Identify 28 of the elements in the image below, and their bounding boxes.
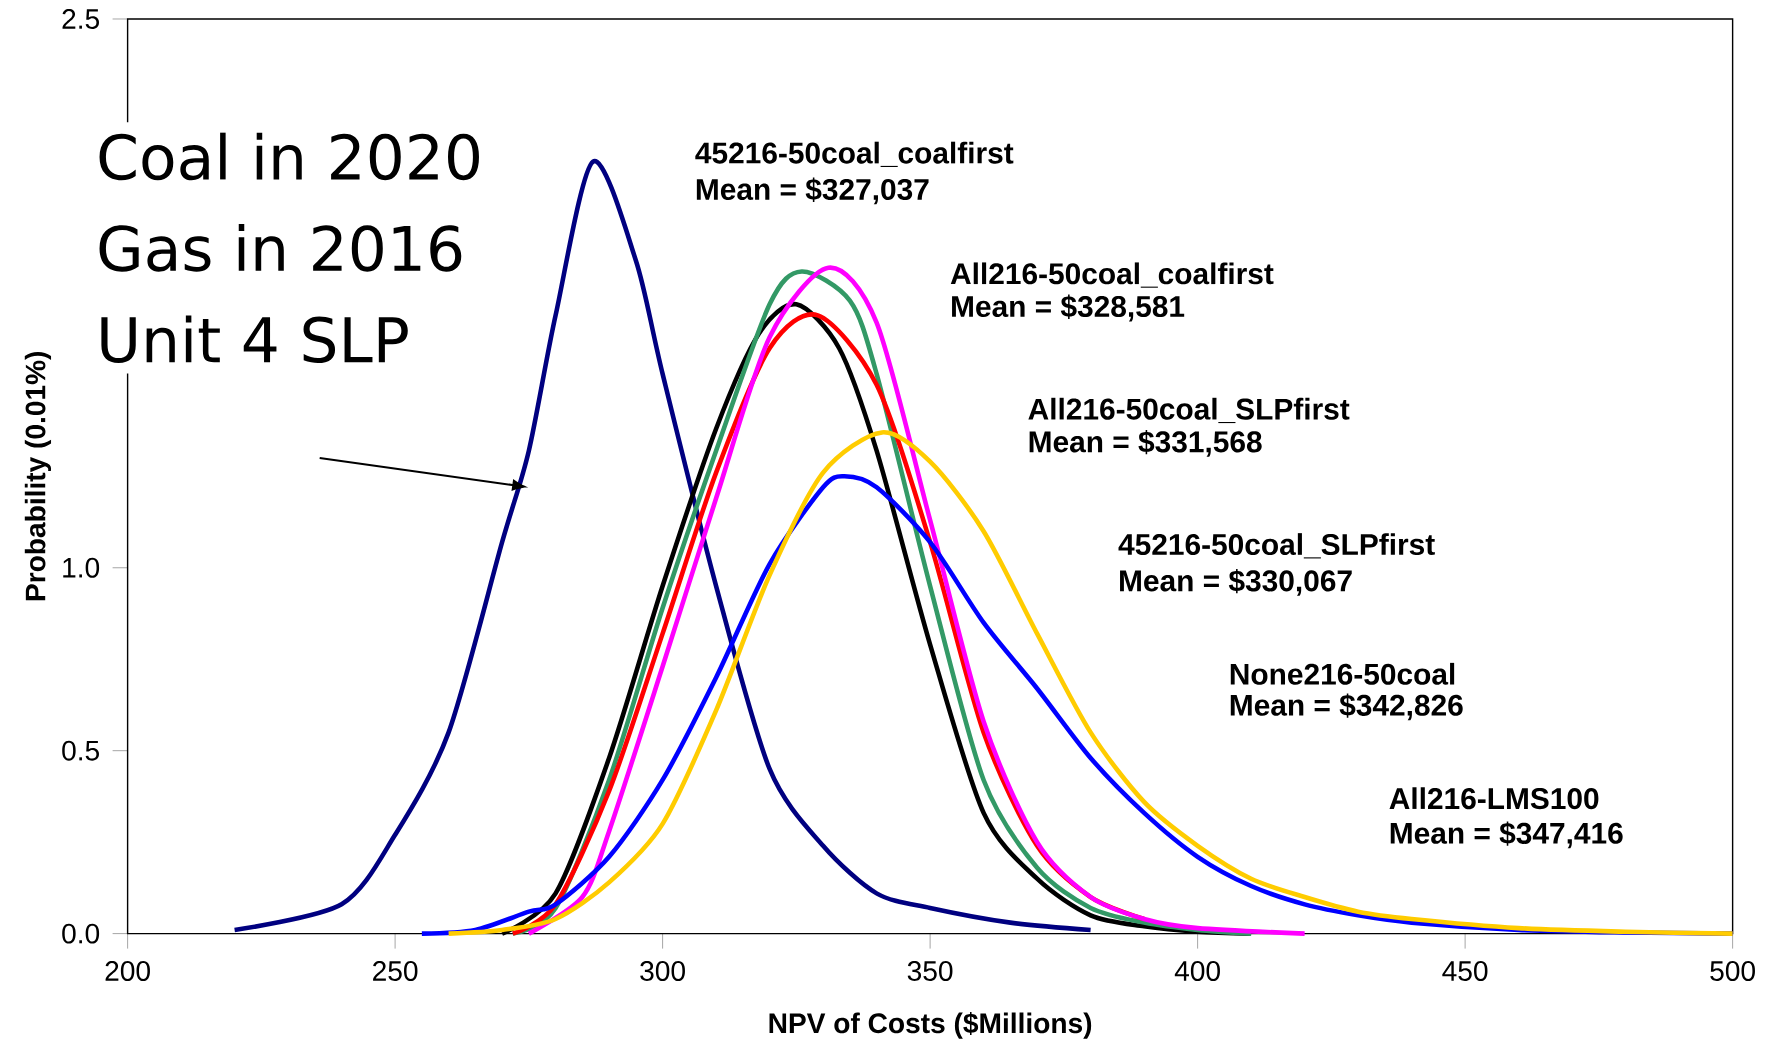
annotation: 45216-50coal_coalfirst [695, 141, 1014, 167]
x-tick-label: 250 [373, 961, 418, 981]
annotation: Mean = $330,067 [1120, 569, 1352, 596]
y-tick-label: 0.5 [62, 740, 99, 761]
y-tick-label: 1.0 [63, 557, 100, 578]
annotation: None216-50coal [1230, 662, 1455, 685]
annotation: Gas in 2016 [99, 224, 462, 272]
y-tick-label: 0.0 [62, 923, 100, 944]
y-axis-title: Probability (0.01%) [24, 351, 52, 601]
annotation: Mean = $328,581 [952, 294, 1185, 322]
annotation: Mean = $342,826 [1230, 693, 1463, 721]
x-tick-label: 350 [907, 961, 953, 981]
x-tick-label: 300 [640, 961, 685, 981]
x-tick-label: 450 [1442, 961, 1488, 981]
x-tick-label: 400 [1174, 961, 1220, 981]
x-axis-title: NPV of Costs ($Millions) [769, 1012, 1092, 1039]
annotation: All216-50coal_SLPfirst [1028, 397, 1350, 424]
annotation: 45216-50coal_SLPfirst [1118, 533, 1435, 559]
x-tick-label: 200 [105, 961, 150, 981]
y-tick-label: 2.5 [62, 9, 99, 29]
annotation: Mean = $331,568 [1029, 429, 1262, 457]
annotation: Mean = $327,037 [696, 177, 929, 205]
annotation: All216-LMS100 [1389, 787, 1599, 810]
annotation: All216-50coal_coalfirst [950, 262, 1274, 288]
annotation: Unit 4 SLP [101, 315, 408, 364]
annotation: Coal in 2020 [99, 132, 479, 181]
x-tick-label: 500 [1710, 961, 1755, 981]
annotation: Mean = $347,416 [1390, 821, 1623, 849]
